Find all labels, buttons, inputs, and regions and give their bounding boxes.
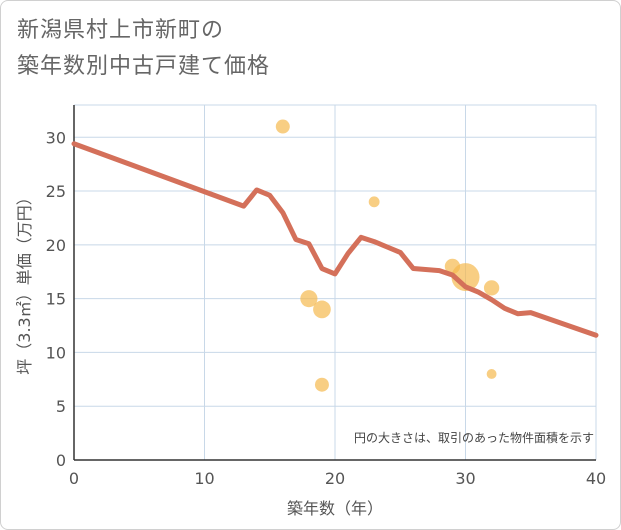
data-point	[451, 263, 480, 292]
x-axis-label: 築年数（年）	[287, 499, 383, 518]
chart-title: 新潟県村上市新町の 築年数別中古戸建て価格	[17, 13, 270, 85]
x-tick-label: 0	[69, 469, 79, 488]
trend-line	[71, 141, 599, 338]
x-tick-label: 10	[194, 469, 214, 488]
y-tick-label: 30	[46, 128, 66, 147]
chart-title-line-1: 新潟県村上市新町の	[17, 18, 225, 43]
chart-note: 円の大きさは、取引のあった物件面積を示す	[354, 430, 594, 445]
data-point	[483, 280, 500, 296]
data-point	[486, 368, 497, 379]
trend	[71, 141, 599, 338]
ticks: 0 10 20 30 40 0 5 10 15 20 25 30	[46, 128, 607, 488]
y-tick-label: 5	[56, 397, 66, 416]
y-tick-label: 20	[46, 236, 66, 255]
y-axis-label: 坪（3.3㎡）単価（万円）	[15, 189, 34, 374]
y-tick-label: 10	[46, 343, 66, 362]
grid	[74, 104, 597, 460]
x-tick-label: 40	[586, 469, 606, 488]
data-point	[300, 290, 318, 308]
data-point	[314, 377, 329, 392]
x-tick-label: 20	[325, 469, 345, 488]
x-tick-label: 30	[455, 469, 475, 488]
chart-title-line-2: 築年数別中古戸建て価格	[17, 54, 271, 79]
data-point	[313, 300, 331, 319]
y-tick-label: 0	[56, 451, 66, 470]
axes	[73, 105, 596, 461]
data-point	[368, 196, 380, 208]
y-tick-label: 15	[46, 290, 66, 309]
y-tick-label: 25	[46, 182, 66, 201]
bubbles	[275, 119, 500, 392]
data-point	[275, 119, 290, 134]
